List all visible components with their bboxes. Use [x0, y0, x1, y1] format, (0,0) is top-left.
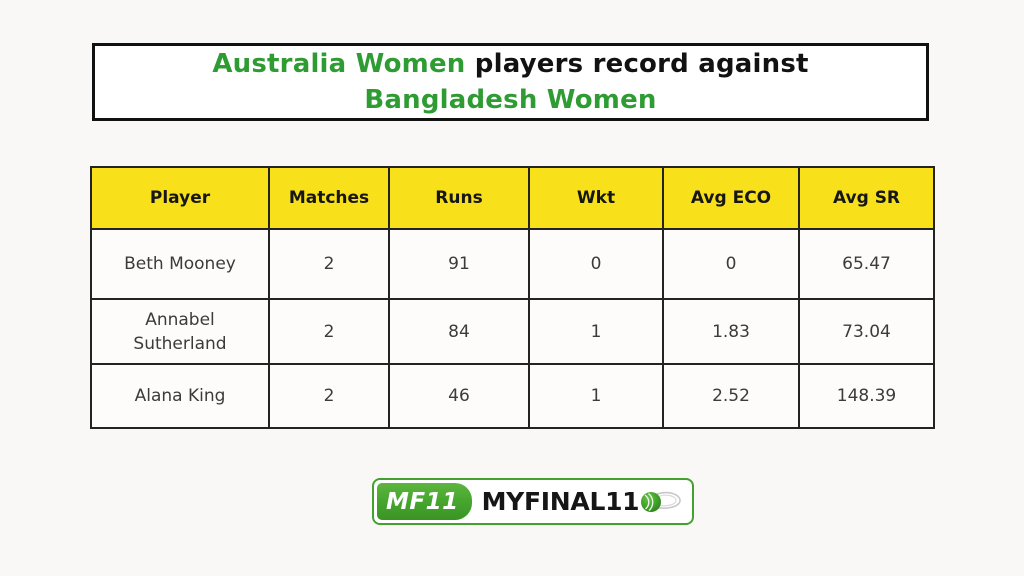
title-line-2: Bangladesh Women — [364, 82, 656, 118]
wkt-value: 1 — [528, 363, 664, 429]
runs-value: 46 — [388, 363, 530, 429]
column-header-wkt: Wkt — [528, 166, 664, 230]
title-team-bangladesh: Bangladesh Women — [364, 85, 657, 115]
cricket-ball-icon — [641, 491, 682, 512]
player-name: Annabel Sutherland — [90, 298, 270, 365]
avg-eco-value: 0 — [662, 228, 800, 300]
table-row: Beth Mooney 2 91 0 0 65.47 — [90, 228, 935, 300]
logo-badge-mf11: MF11 — [377, 483, 472, 520]
avg-eco-value: 2.52 — [662, 363, 800, 429]
title-connector-text: players record against — [465, 49, 809, 79]
title-box: Australia Women players record against B… — [92, 43, 929, 121]
table-header-row: Player Matches Runs Wkt Avg ECO Avg SR — [90, 166, 935, 230]
avg-sr-value: 73.04 — [798, 298, 935, 365]
player-stats-table: Player Matches Runs Wkt Avg ECO Avg SR B… — [90, 166, 935, 429]
title-team-australia: Australia Women — [212, 49, 466, 79]
column-header-avg-eco: Avg ECO — [662, 166, 800, 230]
column-header-avg-sr: Avg SR — [798, 166, 935, 230]
runs-value: 91 — [388, 228, 530, 300]
avg-sr-value: 65.47 — [798, 228, 935, 300]
player-name: Beth Mooney — [90, 228, 270, 300]
matches-value: 2 — [268, 228, 390, 300]
title-line-1: Australia Women players record against — [212, 46, 808, 82]
table-row: Alana King 2 46 1 2.52 148.39 — [90, 363, 935, 429]
column-header-player: Player — [90, 166, 270, 230]
column-header-runs: Runs — [388, 166, 530, 230]
player-name: Alana King — [90, 363, 270, 429]
matches-value: 2 — [268, 363, 390, 429]
avg-eco-value: 1.83 — [662, 298, 800, 365]
wkt-value: 1 — [528, 298, 664, 365]
column-header-matches: Matches — [268, 166, 390, 230]
logo-brand-text: MYFINAL11 — [481, 487, 640, 516]
runs-value: 84 — [388, 298, 530, 365]
wkt-value: 0 — [528, 228, 664, 300]
myfinal11-logo: MF11 MYFINAL11 — [372, 478, 695, 525]
table-row: Annabel Sutherland 2 84 1 1.83 73.04 — [90, 298, 935, 365]
avg-sr-value: 148.39 — [798, 363, 935, 429]
matches-value: 2 — [268, 298, 390, 365]
